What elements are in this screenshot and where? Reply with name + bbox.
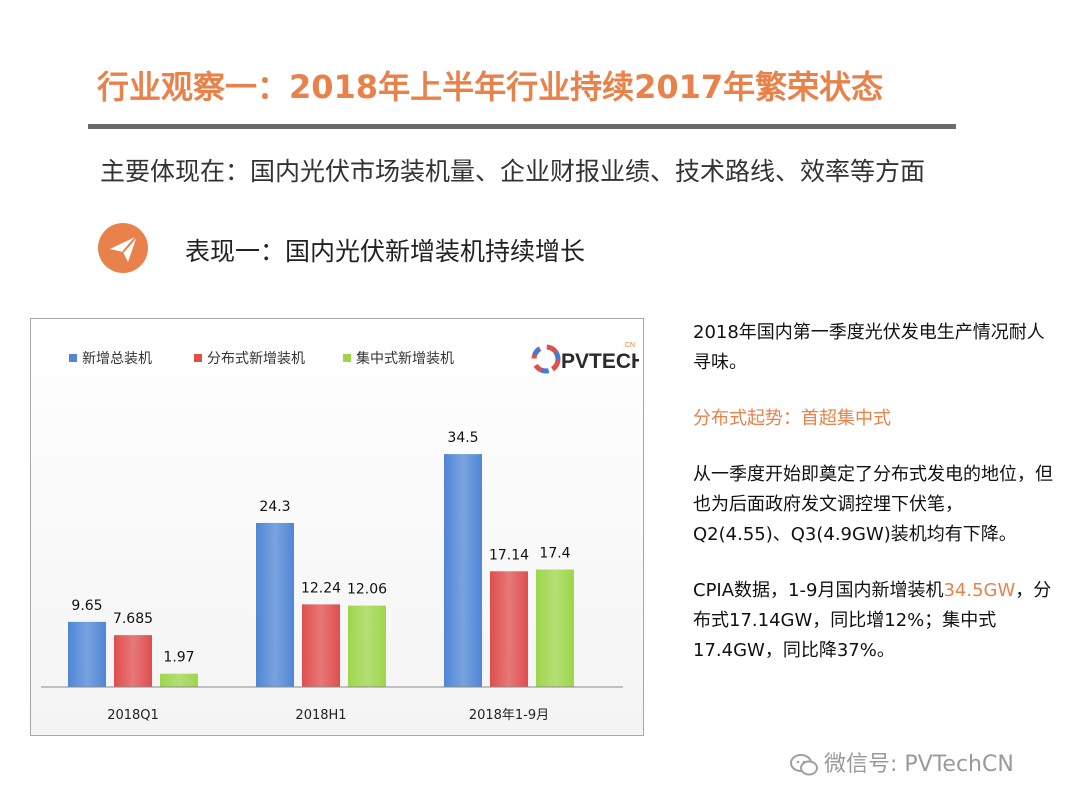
- title-divider: [88, 124, 956, 129]
- legend-label: 分布式新增装机: [207, 351, 305, 367]
- slide-subtitle: 主要体现在：国内光伏市场装机量、企业财报业绩、技术路线、效率等方面: [100, 157, 926, 186]
- x-tick-label: 2018年1-9月: [469, 708, 549, 723]
- bar: [160, 673, 198, 687]
- legend-swatch: [194, 354, 202, 362]
- data-label: 12.06: [347, 582, 387, 598]
- x-tick-label: 2018Q1: [107, 708, 159, 723]
- commentary-highlight: 分布式起势：首超集中式: [693, 408, 891, 429]
- bar: [536, 569, 574, 687]
- data-label: 34.5: [447, 430, 478, 446]
- svg-text:.CN: .CN: [623, 342, 635, 349]
- point-heading: 表现一：国内光伏新增装机持续增长: [185, 237, 586, 266]
- data-label: 1.97: [163, 650, 194, 666]
- legend-swatch: [343, 354, 351, 362]
- bar: [68, 621, 106, 687]
- svg-text:PVTECH: PVTECH: [561, 350, 639, 373]
- data-label: 7.685: [113, 611, 153, 627]
- bar: [490, 571, 528, 687]
- legend-label: 新增总装机: [82, 351, 152, 367]
- wechat-id: 微信号: PVTechCN: [824, 752, 1014, 777]
- bar: [114, 635, 152, 687]
- commentary: 2018年国内第一季度光伏发电生产情况耐人寻味。 分布式起势：首超集中式 从一季…: [693, 318, 1053, 666]
- cpia-breakdown: ，分布式17.14GW，同比增12%；集中式17.4GW，同比降37%。: [693, 580, 1052, 661]
- legend-label: 集中式新增装机: [356, 350, 454, 367]
- wechat-icon: [790, 754, 818, 776]
- pvtech-logo: PVTECH .CN: [531, 333, 639, 377]
- cpia-lead: CPIA数据，1-9月国内新增装机: [693, 580, 944, 601]
- bar: [348, 605, 386, 687]
- wechat-footer: 微信号: PVTechCN: [790, 746, 1014, 778]
- commentary-detail: 从一季度开始即奠定了分布式发电的地位，但也为后面政府发文调控埋下伏笔，Q2(4.…: [693, 464, 1053, 545]
- installation-chart: 新增总装机 分布式新增装机 集中式新增装机 9.65 7.685 1.97 2018Q1 24…: [30, 318, 644, 736]
- data-label: 9.65: [71, 598, 102, 614]
- x-tick-label: 2018H1: [295, 708, 346, 723]
- data-label: 17.14: [489, 547, 529, 563]
- commentary-cpia: CPIA数据，1-9月国内新增装机34.5GW，分布式17.14GW，同比增12…: [693, 576, 1053, 666]
- paper-plane-icon: [97, 222, 149, 274]
- data-label: 17.4: [539, 546, 570, 562]
- legend-swatch: [69, 354, 77, 362]
- chart-svg: 新增总装机 分布式新增装机 集中式新增装机 9.65 7.685 1.97 2018Q1 24…: [41, 350, 623, 723]
- bar: [256, 522, 294, 687]
- data-label: 24.3: [259, 499, 290, 515]
- bar: [302, 604, 340, 687]
- commentary-intro: 2018年国内第一季度光伏发电生产情况耐人寻味。: [693, 322, 1045, 373]
- data-label: 12.24: [301, 580, 341, 596]
- slide-title: 行业观察一：2018年上半年行业持续2017年繁荣状态: [97, 68, 884, 106]
- bar: [444, 454, 482, 687]
- cpia-total: 34.5GW: [943, 580, 1016, 601]
